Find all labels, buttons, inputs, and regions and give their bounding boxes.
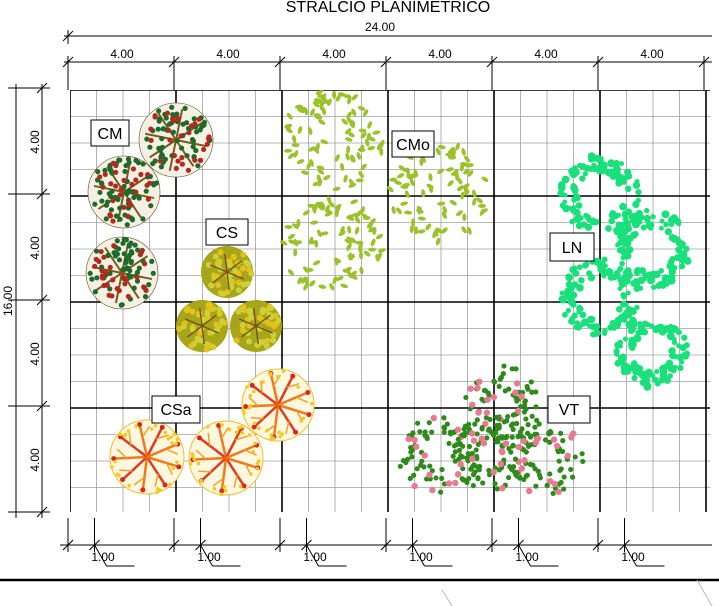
vt-shrub-symbol [397,414,480,495]
column-width-label: 4.00 [322,47,346,61]
row-height-label: 4.00 [28,236,42,260]
plant-label-csa: CSa [160,402,191,419]
ln-climber-symbol [557,152,642,234]
plant-symbols [85,89,692,497]
unit-width-label: 1.00 [621,550,645,564]
overall-width-dimension: 24.00 [62,20,712,44]
column-dimensions: 4.00 4.00 4.00 4.00 4.00 4.00 [62,47,712,90]
overall-width-label: 24.00 [365,20,395,34]
cm-tree-symbol [138,102,214,178]
unit-width-label: 1.00 [409,550,433,564]
vt-shrub-symbol [454,416,526,492]
drawing-title: STRALCIO PLANIMETRICO [286,0,490,16]
cm-tree-symbol [85,236,159,310]
column-width-label: 4.00 [428,47,452,61]
unit-width-label: 1.00 [91,550,115,564]
cmo-tree-symbol [387,142,489,246]
cm-tree-symbol [87,155,161,229]
row-dimensions: 4.00 4.00 4.00 4.00 [8,82,50,518]
plant-label-vt: VT [559,402,580,419]
unit-dimensions: 1.00 1.00 1.00 1.00 1.00 1.00 [60,518,712,567]
cs-shrub-symbol [201,246,255,298]
vt-shrub-symbol [509,421,586,497]
csa-tree-symbol [241,368,315,442]
column-width-label: 4.00 [640,47,664,61]
column-width-label: 4.00 [110,47,134,61]
planimetric-grid [70,90,710,512]
plant-label-cm: CM [98,126,123,143]
overall-height-dimension: 16.00 [1,84,17,518]
sheet-edge [441,589,453,606]
csa-tree-symbol [188,420,264,497]
column-width-label: 4.00 [534,47,558,61]
row-height-label: 4.00 [28,448,42,472]
cs-shrub-symbol [176,300,228,353]
overall-height-label: 16.00 [1,286,15,316]
csa-tree-symbol [109,419,185,495]
unit-width-label: 1.00 [515,550,539,564]
cmo-tree-symbol [280,196,386,291]
column-width-label: 4.00 [216,47,240,61]
unit-width-label: 1.00 [197,550,221,564]
plant-labels: CM CMo CS LN CSa VT [90,119,595,424]
row-height-label: 4.00 [28,130,42,154]
vt-shrub-symbol [463,363,540,442]
cmo-tree-symbol [283,89,385,192]
plant-label-cmo: CMo [396,137,430,154]
plant-label-cs: CS [216,225,238,242]
cs-shrub-symbol [230,300,282,352]
ln-climber-symbol [613,319,690,391]
sheet-edge [696,579,713,606]
row-height-label: 4.00 [28,342,42,366]
plant-label-ln: LN [562,240,582,257]
unit-width-label: 1.00 [303,550,327,564]
